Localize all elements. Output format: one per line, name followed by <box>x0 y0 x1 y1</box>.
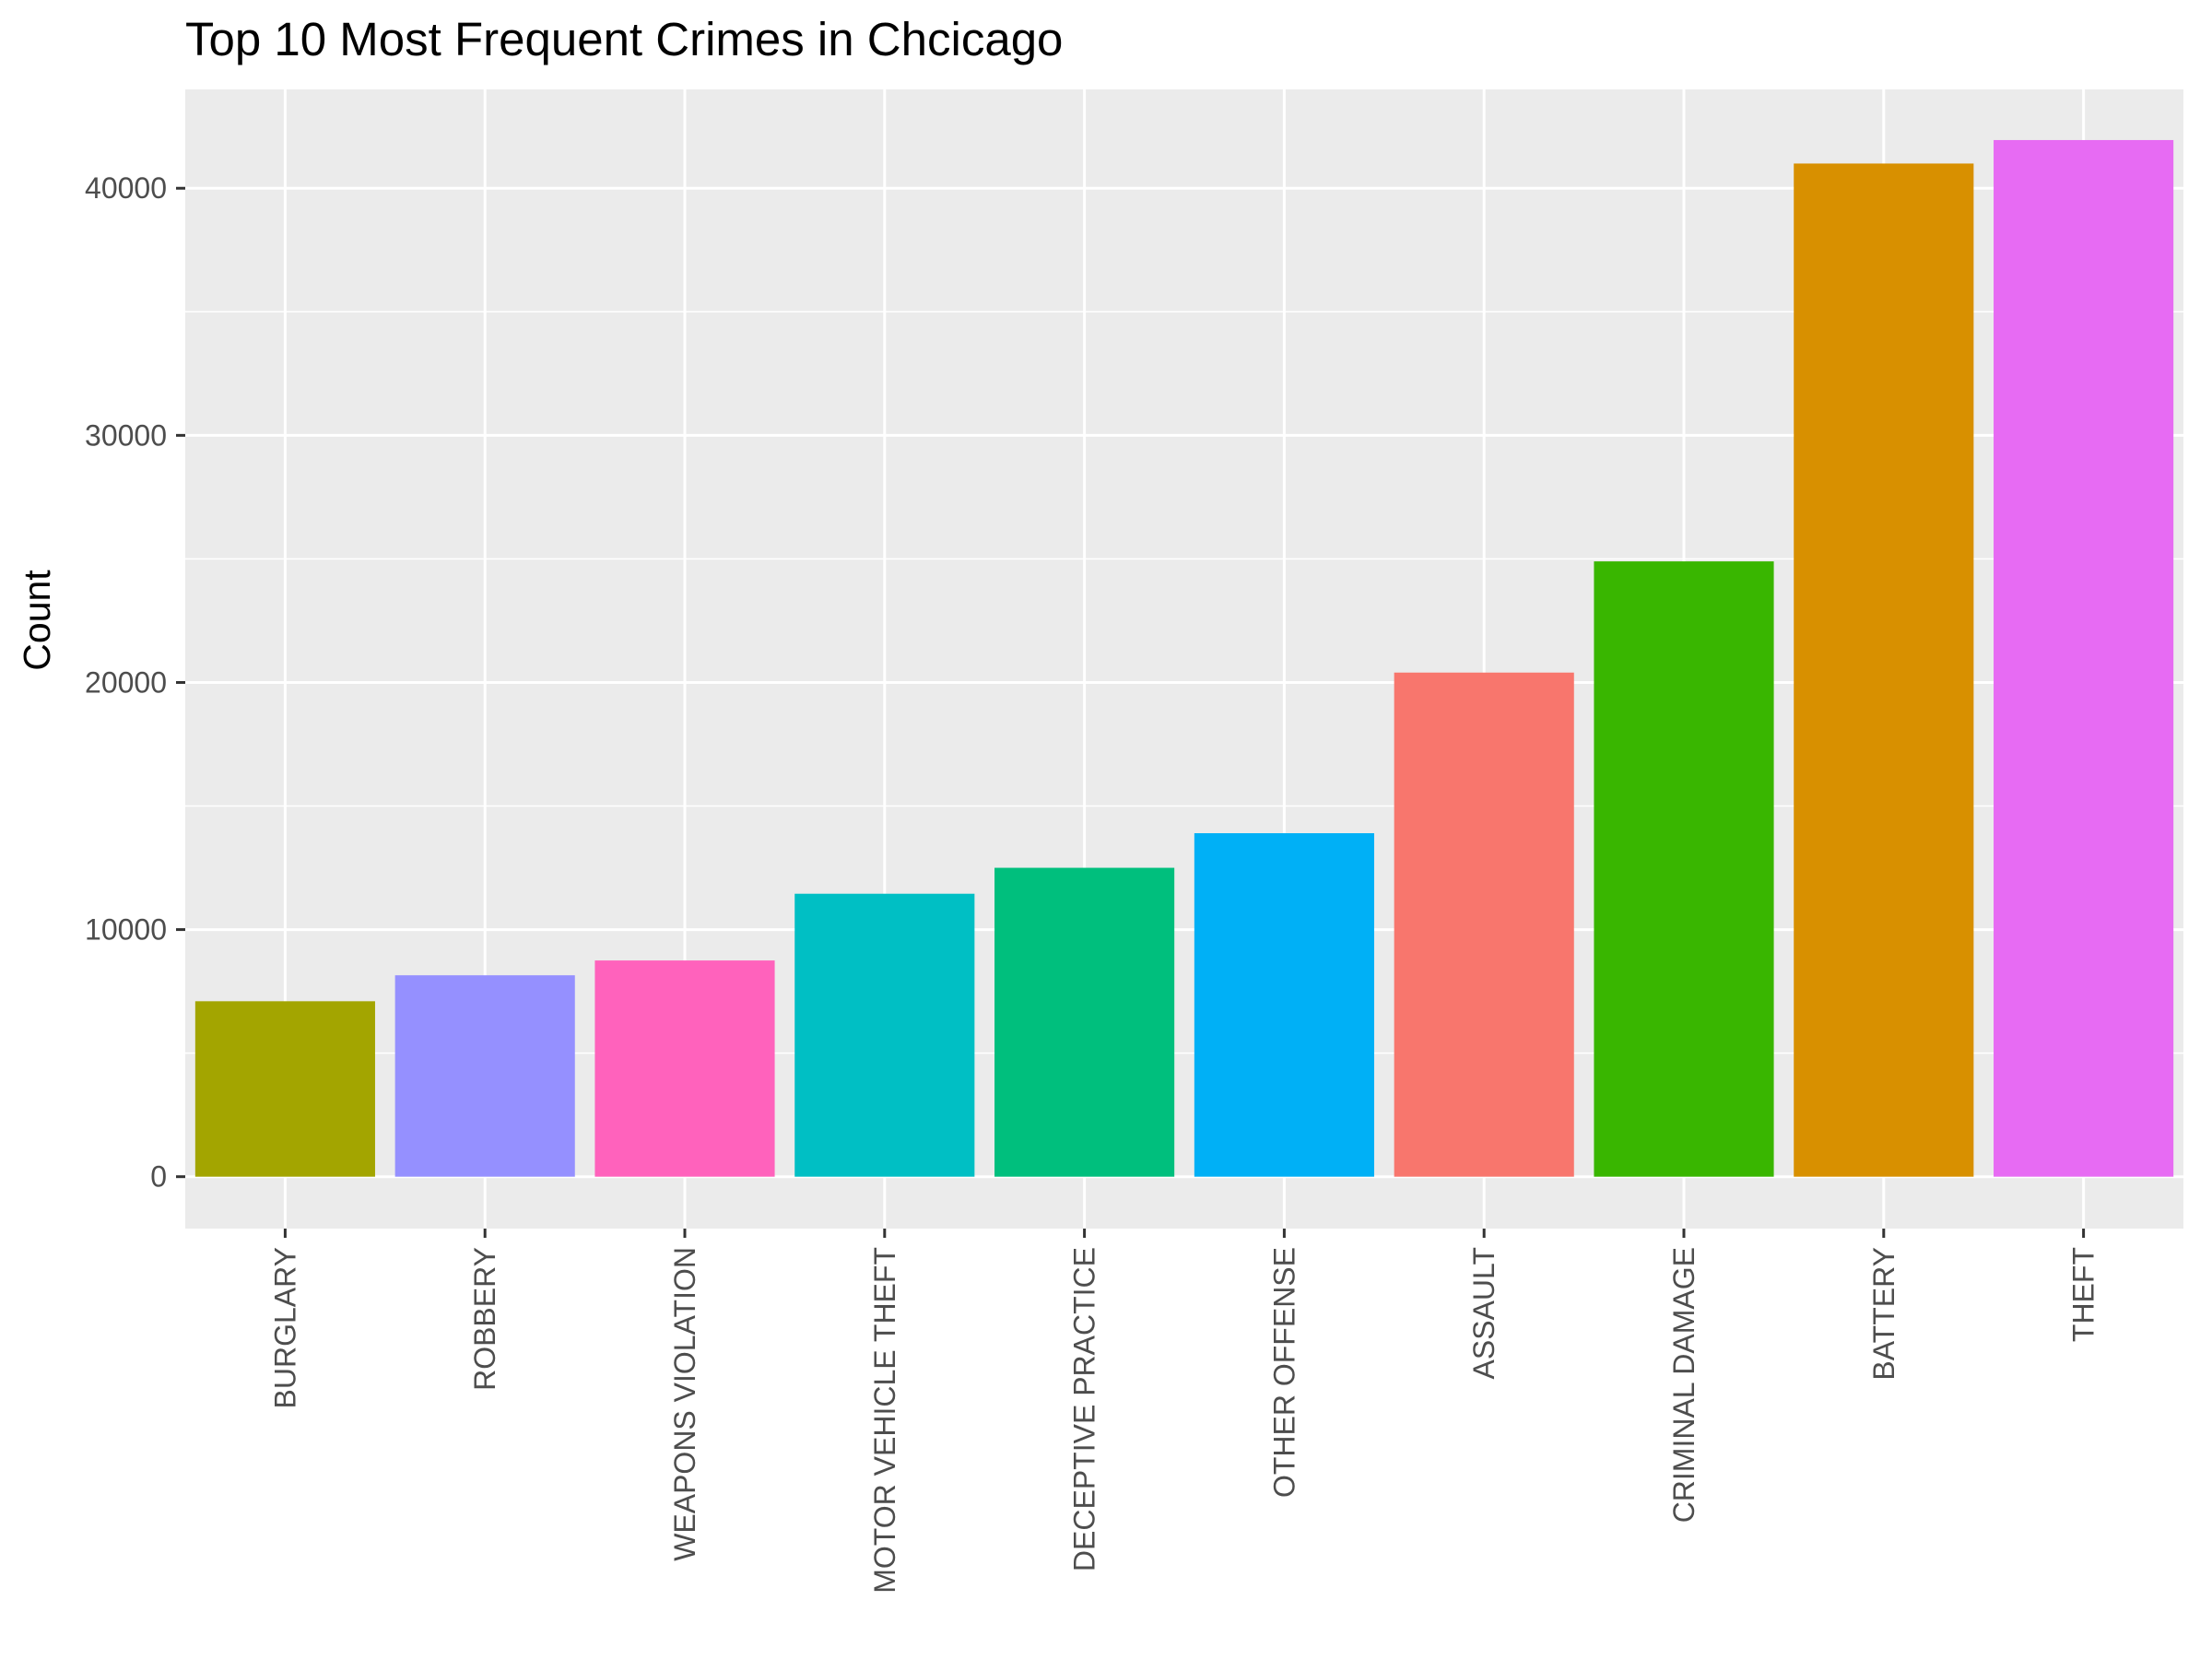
x-tick-label: THEFT <box>2067 1247 2100 1342</box>
x-axis: BURGLARY ROBBERY WEAPONS VIOLATION MOTOR VE… <box>268 1229 2100 1594</box>
x-tick-label: ASSAULT <box>1467 1247 1500 1379</box>
bar-theft <box>1994 139 2174 1177</box>
bar-battery <box>1794 163 1974 1177</box>
x-tick-label: CRIMINAL DAMAGE <box>1667 1247 1700 1523</box>
y-tick-label: 0 <box>150 1160 167 1194</box>
bar-motor-vehicle-theft <box>794 893 975 1177</box>
x-tick-label: MOTOR VEHICLE THEFT <box>868 1247 901 1594</box>
y-tick-label: 20000 <box>85 665 167 699</box>
x-tick-label: DECEPTIVE PRACTICE <box>1068 1247 1101 1571</box>
y-axis-title: Count <box>16 570 58 671</box>
bar-burglary <box>194 1001 375 1177</box>
x-tick-label: BURGLARY <box>268 1247 301 1408</box>
x-tick-label: BATTERY <box>1867 1247 1900 1381</box>
bar-robbery <box>394 975 575 1177</box>
x-tick-label: OTHER OFFENSE <box>1267 1247 1300 1498</box>
bar-deceptive-practice <box>994 867 1175 1177</box>
bar-weapons-violation <box>594 960 775 1177</box>
y-axis: 0 10000 20000 30000 40000 <box>85 171 185 1194</box>
y-tick-label: 10000 <box>85 913 167 947</box>
y-tick-label: 30000 <box>85 418 167 452</box>
x-tick-label: WEAPONS VIOLATION <box>668 1247 701 1561</box>
bar-assault <box>1394 672 1574 1177</box>
bar-criminal-damage <box>1594 561 1774 1177</box>
x-tick-label: ROBBERY <box>468 1247 501 1391</box>
y-tick-label: 40000 <box>85 171 167 205</box>
plot-panel <box>185 89 2183 1229</box>
bar-other-offense <box>1194 833 1374 1177</box>
chart-title: Top 10 Most Frequent Crimes in Chcicago <box>185 13 1063 65</box>
